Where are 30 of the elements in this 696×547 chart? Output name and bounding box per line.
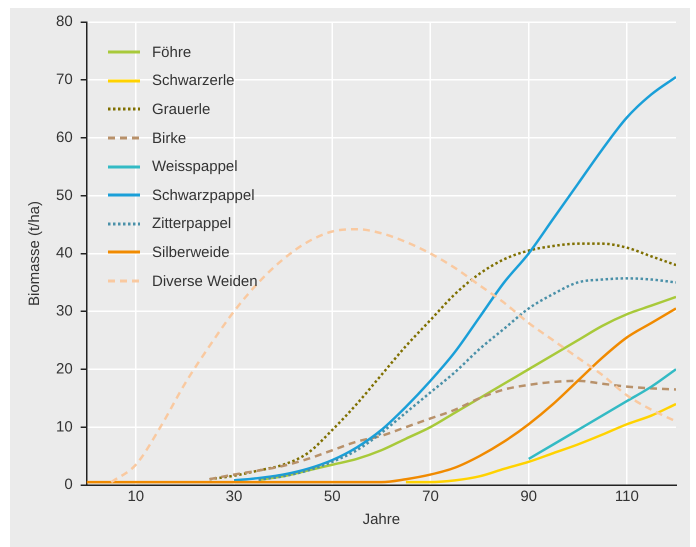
line-series [404,402,676,484]
y-tick-label: 10 [56,418,73,436]
legend-label: Schwarzerle [152,72,235,90]
x-tick-label: 90 [520,488,538,506]
y-tick-label: 30 [56,302,73,320]
legend-label: Weisspappel [152,158,238,176]
x-tick-label: 30 [226,488,242,506]
line-series [208,380,676,480]
legend-label: Grauerle [152,100,210,118]
y-tick-label: 60 [56,128,73,146]
legend-label: Silberweide [152,244,230,261]
legend-label: Birke [152,130,186,147]
x-tick-label: 50 [324,488,341,506]
y-tick-label: 40 [56,244,73,262]
y-axis-title: Biomasse (t/ha) [26,200,44,306]
y-tick-label: 70 [56,71,73,88]
x-tick-label: 70 [422,488,439,506]
y-tick-label: 0 [64,476,73,494]
y-tick-label: 50 [56,186,73,204]
legend-label: Diverse Weiden [152,272,258,290]
legend-label: Schwarzpappel [152,186,255,204]
x-tick-label: 110 [614,488,639,506]
legend-label: Zitterpappel [152,215,232,232]
y-tick-label: 20 [56,360,73,378]
line-series [86,307,676,484]
line-series [527,368,676,460]
x-axis-title: Jahre [362,511,400,528]
x-tick-label: 10 [127,488,144,506]
y-tick-label: 80 [56,13,73,30]
legend-label: Föhre [152,44,192,61]
